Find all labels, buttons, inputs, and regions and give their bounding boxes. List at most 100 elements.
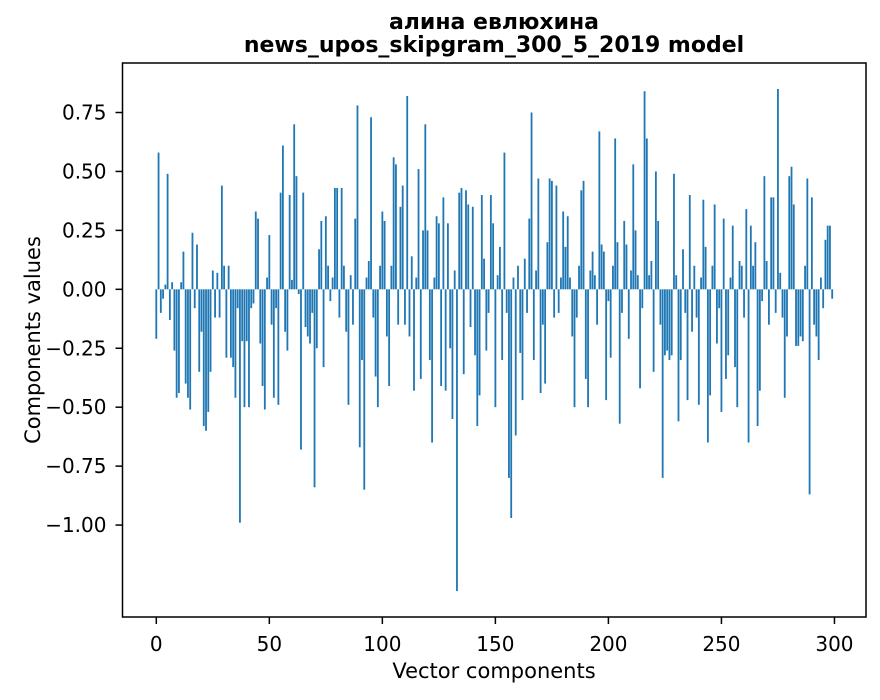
bar	[214, 289, 216, 318]
bar	[774, 289, 777, 313]
bar	[415, 277, 418, 290]
bar	[777, 88, 779, 290]
bar	[749, 225, 752, 290]
bar	[598, 131, 601, 290]
bar	[347, 289, 350, 405]
bar	[499, 246, 501, 290]
bar	[456, 289, 458, 592]
bar	[535, 270, 537, 290]
bar	[661, 289, 664, 478]
bar	[605, 289, 608, 401]
bar	[781, 289, 784, 318]
bar	[514, 289, 517, 436]
bar	[480, 195, 483, 290]
x-tick-label: 250	[702, 632, 740, 656]
bar	[489, 195, 492, 290]
bar	[623, 220, 626, 290]
bar	[399, 206, 402, 290]
bar	[218, 289, 221, 318]
bar	[189, 289, 192, 410]
bar	[451, 289, 454, 419]
bar	[666, 289, 669, 351]
chart-title-line2: news_upos_skipgram_300_5_2019 model	[244, 33, 744, 58]
bar	[483, 258, 485, 290]
bar	[752, 265, 754, 290]
bar	[229, 289, 232, 358]
bar	[673, 173, 675, 290]
bar	[571, 289, 574, 337]
bar	[395, 164, 397, 290]
bar	[609, 289, 612, 358]
bar	[157, 152, 160, 290]
y-tick-label: 0.50	[62, 159, 107, 183]
bar	[790, 166, 793, 290]
x-tick-label: 50	[257, 632, 282, 656]
bar	[182, 251, 185, 290]
bar	[632, 164, 635, 290]
bar	[162, 289, 164, 299]
bar	[338, 289, 341, 318]
bar	[758, 289, 761, 391]
bar	[279, 192, 282, 290]
bar	[768, 289, 770, 325]
bar	[300, 289, 302, 450]
bar	[444, 289, 447, 391]
bar	[275, 289, 278, 309]
bar	[202, 289, 205, 427]
y-tick-label: 0.75	[62, 101, 107, 125]
y-axis-label: Components values	[21, 236, 45, 444]
bar	[727, 289, 730, 356]
bar	[281, 145, 284, 290]
x-axis-label: Vector components	[392, 659, 595, 683]
y-tick-label: 0.25	[62, 218, 107, 242]
bar	[428, 289, 431, 361]
x-tick-label: 100	[363, 632, 401, 656]
bar	[460, 187, 463, 290]
bar	[573, 289, 576, 408]
bar	[523, 258, 526, 290]
bar	[788, 176, 791, 290]
bar	[431, 289, 433, 443]
bar	[636, 275, 639, 290]
bar	[602, 251, 605, 290]
bar	[716, 289, 718, 344]
x-tick-label: 150	[476, 632, 514, 656]
bar	[363, 289, 366, 490]
bar	[756, 289, 759, 427]
bar	[288, 195, 291, 290]
bar	[670, 289, 673, 356]
bar	[329, 289, 332, 302]
bar	[159, 289, 162, 313]
bar	[575, 289, 578, 318]
bar	[795, 289, 797, 346]
bar	[440, 289, 443, 386]
bar	[354, 218, 357, 290]
bar	[494, 289, 497, 408]
bar	[578, 265, 580, 290]
bar	[383, 220, 386, 290]
bar	[492, 223, 495, 290]
bar	[209, 289, 212, 372]
bar	[187, 289, 189, 398]
bar	[340, 187, 343, 290]
bar	[634, 230, 637, 290]
bar	[318, 249, 320, 290]
bar	[476, 289, 479, 427]
bar	[544, 289, 547, 384]
bar	[336, 187, 339, 290]
bar	[462, 289, 465, 375]
bar	[815, 289, 818, 337]
bar	[320, 220, 323, 290]
bar	[720, 289, 723, 412]
bar	[532, 289, 535, 361]
bar	[512, 277, 515, 290]
bar	[372, 289, 375, 318]
bar	[560, 277, 562, 290]
bar	[239, 289, 241, 523]
bar	[485, 289, 488, 351]
bar	[817, 289, 820, 361]
bar	[356, 105, 359, 290]
bar	[227, 265, 230, 290]
bar	[205, 289, 207, 431]
